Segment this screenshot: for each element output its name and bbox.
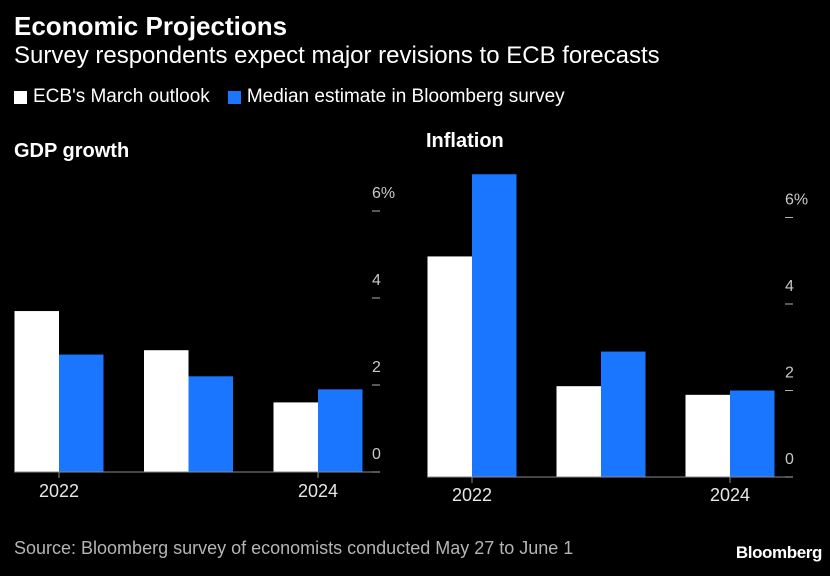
- y-tick-label: 2: [372, 359, 381, 376]
- chart-title: Economic Projections: [14, 11, 288, 41]
- y-tick-label: 6%: [372, 185, 395, 202]
- y-tick-label: 2: [785, 365, 794, 382]
- survey-median-bar: [601, 351, 646, 477]
- legend-item-survey-median: Median estimate in Bloomberg survey: [227, 85, 565, 109]
- survey-median-bar: [188, 376, 233, 472]
- legend: ECB's March outlook Median estimate in B…: [14, 85, 565, 109]
- y-tick-label: 0: [372, 446, 381, 463]
- bloomberg-logo: Bloomberg: [735, 543, 823, 562]
- survey-median-bar: [730, 390, 775, 477]
- y-tick-label: 0: [785, 451, 794, 468]
- y-tick-label: 6%: [785, 192, 808, 209]
- ecb-outlook-bar: [14, 311, 59, 472]
- ecb-outlook-bar: [144, 350, 189, 472]
- y-tick-label: 4: [785, 278, 794, 295]
- ecb-outlook-bar: [556, 386, 601, 477]
- ecb-outlook-bar: [685, 394, 730, 477]
- survey-median-bar: [59, 354, 104, 472]
- source-note: Source: Bloomberg survey of economists c…: [14, 538, 574, 558]
- survey-median-bar: [472, 174, 517, 477]
- chart-subtitle: Survey respondents expect major revision…: [14, 42, 660, 69]
- x-tick-label: 2022: [39, 481, 79, 501]
- inflation-panel-title: Inflation: [426, 130, 504, 152]
- ecb-outlook-bar: [273, 402, 318, 472]
- ecb-outlook-bar: [427, 256, 472, 477]
- survey-median-bar: [318, 389, 363, 472]
- legend-label: Median estimate in Bloomberg survey: [246, 86, 565, 107]
- x-tick-label: 2024: [298, 481, 338, 501]
- legend-swatch-white: [14, 90, 27, 104]
- gdp-growth-bar-chart: 0 2 4 6% 2022 2024: [14, 185, 395, 501]
- legend-swatch-blue: [227, 90, 241, 104]
- legend-item-ecb-outlook: ECB's March outlook: [14, 85, 210, 109]
- gdp-growth-panel-title: GDP growth: [14, 140, 130, 162]
- legend-label: ECB's March outlook: [33, 86, 210, 107]
- y-tick-label: 4: [372, 272, 381, 289]
- x-tick-label: 2022: [452, 485, 492, 505]
- x-tick-label: 2024: [710, 485, 750, 505]
- inflation-bar-chart: 0 2 4 6% 2022 2024: [427, 174, 808, 505]
